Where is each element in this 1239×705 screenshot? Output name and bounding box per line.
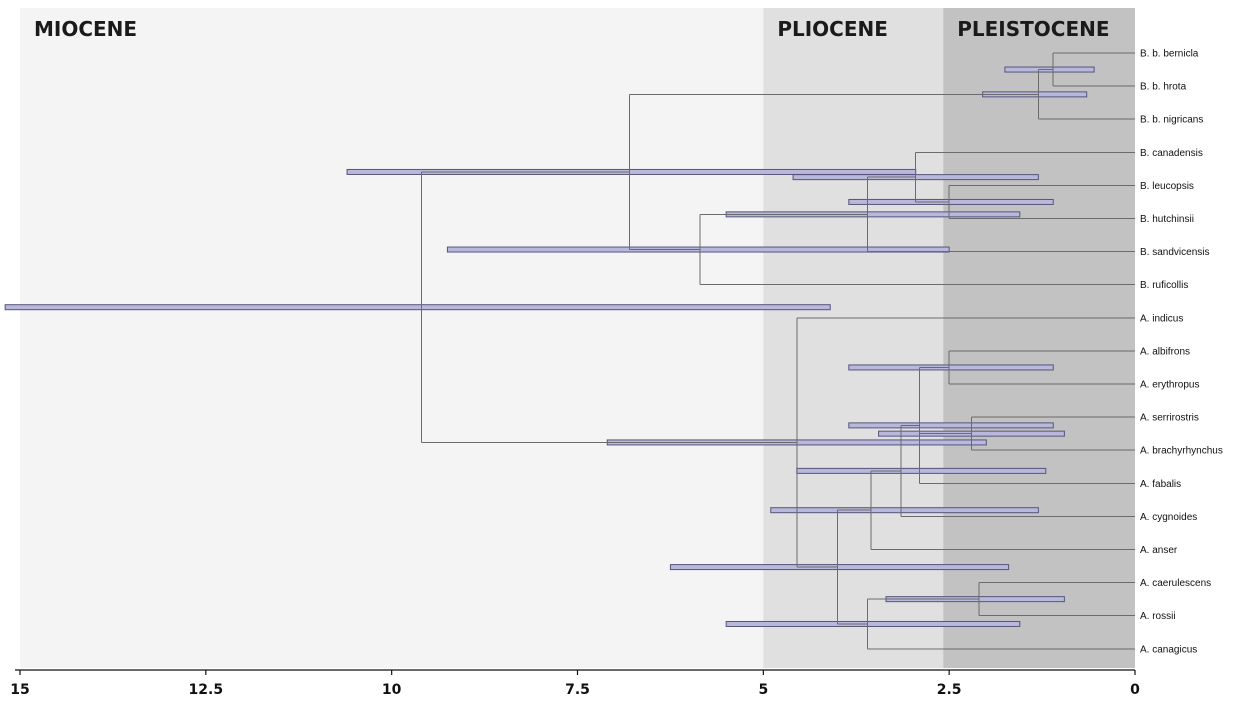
- taxon-label: B. b. hrota: [1140, 82, 1187, 93]
- taxon-label: B. ruficollis: [1140, 280, 1188, 291]
- x-tick-label: 0: [1130, 682, 1140, 698]
- epoch-label-miocene: MIOCENE: [34, 17, 137, 41]
- taxon-label: B. hutchinsii: [1140, 214, 1194, 225]
- taxon-label: A. anser: [1140, 545, 1178, 556]
- taxon-label: B. leucopsis: [1140, 181, 1194, 192]
- taxon-label: B. sandvicensis: [1140, 247, 1209, 258]
- epoch-band-pleistocene: [943, 8, 1135, 668]
- x-tick-label: 2.5: [937, 682, 962, 698]
- hpd-bar: [725, 620, 1021, 627]
- hpd-bar: [848, 364, 1054, 371]
- taxon-label: A. albifrons: [1140, 346, 1190, 357]
- epoch-band-miocene: [20, 8, 764, 668]
- hpd-bar: [669, 564, 1010, 571]
- hpd-bar: [848, 422, 1054, 429]
- taxon-label: B. b. bernicla: [1140, 49, 1199, 60]
- taxon-label: A. serrirostris: [1140, 413, 1199, 424]
- x-tick-label: 7.5: [565, 682, 590, 698]
- taxon-label: A. brachyrhynchus: [1140, 446, 1223, 457]
- taxon-label: A. indicus: [1140, 313, 1183, 324]
- x-tick-label: 5: [758, 682, 768, 698]
- x-tick-label: 10: [382, 682, 402, 698]
- taxon-label: A. canagicus: [1140, 644, 1197, 655]
- taxon-label: A. rossii: [1140, 611, 1176, 622]
- taxon-label: B. b. nigricans: [1140, 115, 1203, 126]
- hpd-bar: [4, 304, 831, 311]
- epoch-label-pleistocene: PLEISTOCENE: [957, 17, 1109, 41]
- hpd-bar: [796, 467, 1047, 474]
- taxon-label: A. fabalis: [1140, 479, 1181, 490]
- taxon-label: A. caerulescens: [1140, 578, 1211, 589]
- taxon-label: B. canadensis: [1140, 148, 1203, 159]
- hpd-bar: [848, 198, 1054, 205]
- epoch-label-pliocene: PLIOCENE: [777, 17, 888, 41]
- epoch-band-pliocene: [763, 8, 944, 668]
- taxon-label: A. erythropus: [1140, 380, 1199, 391]
- x-tick-label: 12.5: [189, 682, 224, 698]
- taxon-label: A. cygnoides: [1140, 512, 1197, 523]
- hpd-bar: [770, 507, 1039, 514]
- x-tick-label: 15: [10, 682, 29, 698]
